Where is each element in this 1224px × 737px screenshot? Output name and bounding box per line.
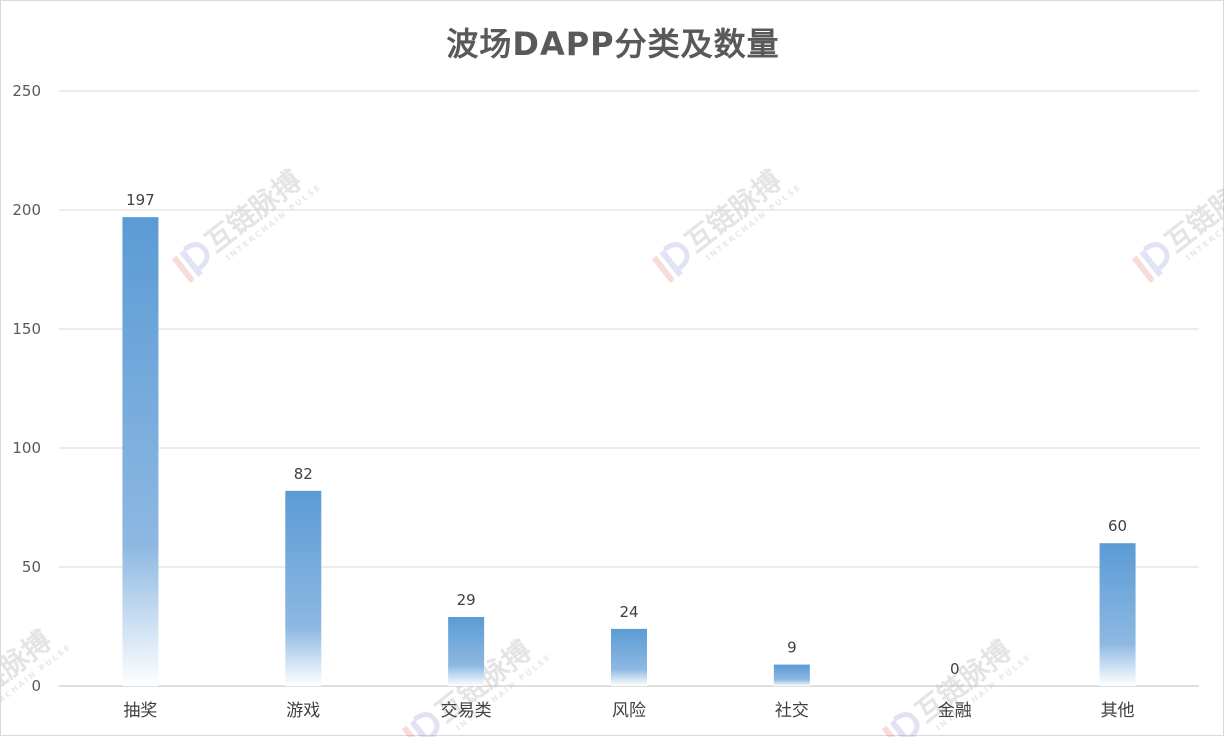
y-tick-label: 0 — [31, 677, 41, 695]
y-tick-label: 100 — [12, 439, 41, 457]
data-label: 0 — [950, 660, 960, 678]
x-tick-label: 交易类 — [441, 701, 492, 721]
x-axis-labels: 抽奖 游戏 交易类 风险 社交 金融 其他 — [123, 701, 1134, 721]
bar — [285, 490, 322, 686]
data-label: 197 — [126, 191, 155, 209]
y-tick-label: 50 — [22, 558, 41, 576]
x-tick-label: 金融 — [938, 701, 972, 721]
watermark-text: 互链脉搏 — [1159, 164, 1224, 259]
gridlines — [59, 90, 1199, 687]
watermark-logo-icon — [171, 242, 210, 284]
x-tick-label: 其他 — [1101, 701, 1135, 721]
x-tick-label: 风险 — [612, 701, 646, 721]
data-label: 82 — [294, 465, 313, 483]
bar — [1099, 543, 1136, 686]
data-label: 60 — [1108, 517, 1127, 535]
data-labels: 197 82 29 24 9 0 60 — [126, 191, 1127, 678]
x-tick-label: 抽奖 — [123, 701, 157, 721]
watermark-logo-icon — [651, 242, 690, 284]
y-tick-label: 150 — [12, 320, 41, 338]
y-tick-label: 250 — [12, 82, 41, 100]
watermark-logo-icon — [881, 712, 920, 737]
x-tick-label: 游戏 — [286, 701, 320, 721]
data-label: 9 — [787, 639, 797, 657]
x-tick-label: 社交 — [775, 701, 809, 721]
data-label: 24 — [619, 603, 638, 621]
y-tick-label: 200 — [12, 201, 41, 219]
bar — [122, 217, 159, 686]
bar — [773, 664, 810, 686]
watermark-logo-icon — [401, 712, 440, 737]
bars — [122, 217, 1136, 686]
watermark-logo-icon — [1131, 242, 1170, 284]
y-axis-ticks: 0 50 100 150 200 250 — [12, 82, 41, 695]
chart-title: 波场DAPP分类及数量 — [446, 25, 780, 63]
bar — [448, 616, 485, 686]
data-label: 29 — [457, 591, 476, 609]
bar — [611, 628, 647, 686]
